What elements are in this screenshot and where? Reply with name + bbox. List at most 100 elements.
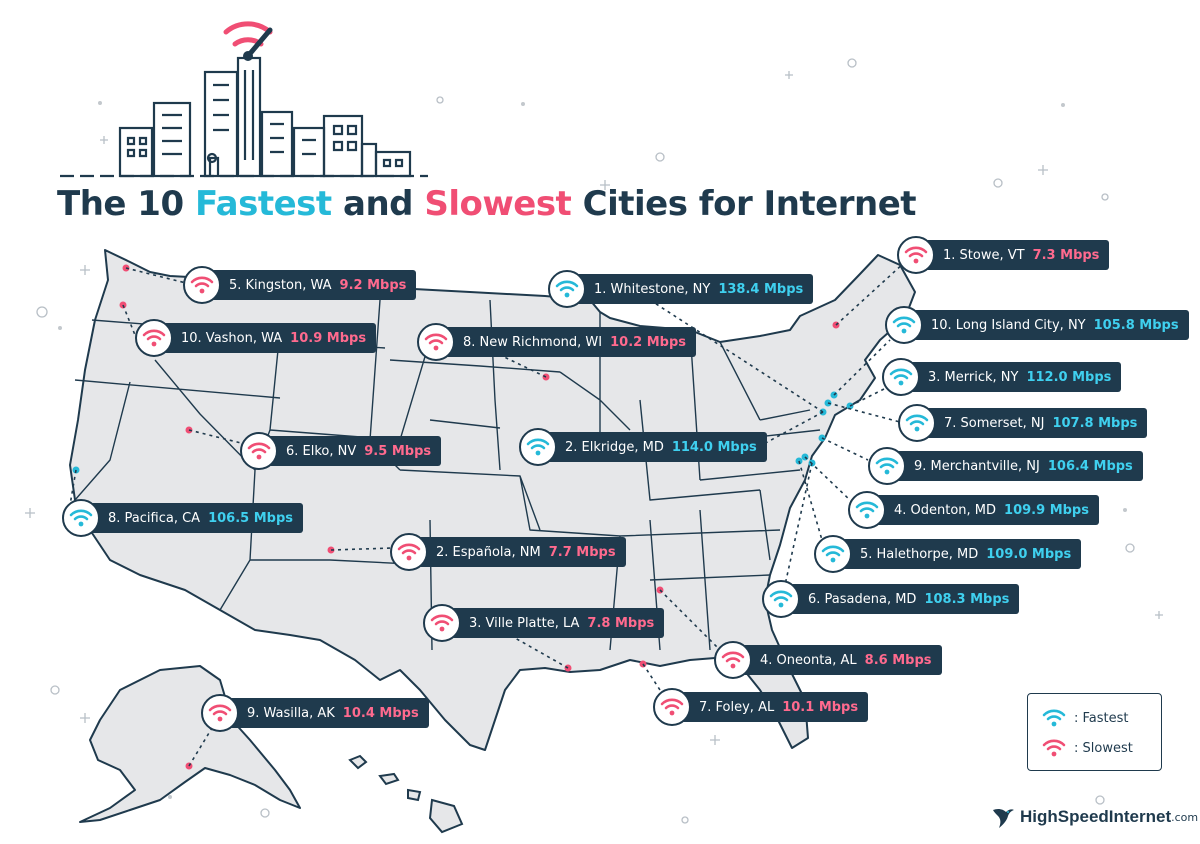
title-suffix: Cities for Internet <box>571 184 917 224</box>
city-name: 7. Somerset, NJ <box>944 415 1045 431</box>
fast-label-whitestone: 1. Whitestone, NY 138.4 Mbps <box>548 270 814 308</box>
wifi-slow-icon <box>183 266 221 304</box>
wifi-fast-icon <box>519 428 557 466</box>
legend-slowest-label: : Slowest <box>1074 740 1133 756</box>
bird-icon <box>993 808 1014 828</box>
speed-value: 10.4 Mbps <box>342 705 419 721</box>
wifi-slow-icon <box>714 641 752 679</box>
city-name: 1. Whitestone, NY <box>594 281 711 297</box>
wifi-fast-icon <box>882 358 920 396</box>
brand-tld: .com <box>1171 810 1199 824</box>
fast-label-somerset: 7. Somerset, NJ 107.8 Mbps <box>898 404 1148 442</box>
speed-value: 109.0 Mbps <box>986 546 1072 562</box>
speed-value: 7.8 Mbps <box>587 615 655 631</box>
city-name: 2. Española, NM <box>436 544 541 560</box>
speed-value: 8.6 Mbps <box>864 652 932 668</box>
fast-label-long-island-city: 10. Long Island City, NY 105.8 Mbps <box>885 306 1189 344</box>
city-name: 9. Wasilla, AK <box>247 705 335 721</box>
wifi-fast-icon <box>62 499 100 537</box>
speed-value: 10.1 Mbps <box>782 699 859 715</box>
wifi-slow-icon <box>240 432 278 470</box>
speed-value: 105.8 Mbps <box>1093 317 1179 333</box>
slow-label-vashon: 10. Vashon, WA 10.9 Mbps <box>135 319 377 357</box>
legend-fastest: : Fastest <box>1042 708 1129 728</box>
fast-label-pasadena: 6. Pasadena, MD 108.3 Mbps <box>762 580 1020 618</box>
slow-label-wasilla: 9. Wasilla, AK 10.4 Mbps <box>201 694 429 732</box>
speed-value: 109.9 Mbps <box>1004 502 1089 518</box>
wifi-fast-icon <box>868 447 906 485</box>
city-name: 1. Stowe, VT <box>943 247 1025 263</box>
speed-value: 9.5 Mbps <box>364 443 432 459</box>
city-name: 4. Odenton, MD <box>894 502 997 518</box>
wifi-fast-icon <box>848 491 886 529</box>
fast-label-merrick: 3. Merrick, NY 112.0 Mbps <box>882 358 1122 396</box>
wifi-fast-icon <box>548 270 586 308</box>
title-prefix: The 10 <box>57 184 195 224</box>
city-name: 5. Kingston, WA <box>229 277 332 293</box>
speed-value: 106.5 Mbps <box>208 510 293 526</box>
slow-label-espanola: 2. Española, NM 7.7 Mbps <box>390 533 626 571</box>
fast-label-pacifica: 8. Pacifica, CA 106.5 Mbps <box>62 499 303 537</box>
speed-value: 10.2 Mbps <box>610 334 687 350</box>
speed-value: 112.0 Mbps <box>1026 369 1112 385</box>
slow-label-new-richmond: 8. New Richmond, WI 10.2 Mbps <box>417 323 697 361</box>
wifi-fast-icon <box>1042 709 1066 727</box>
wifi-slow-icon <box>201 694 239 732</box>
wifi-slow-icon <box>417 323 455 361</box>
wifi-slow-icon <box>135 319 173 357</box>
speed-value: 108.3 Mbps <box>924 591 1010 607</box>
wifi-slow-icon <box>390 533 428 571</box>
city-name: 10. Long Island City, NY <box>931 317 1086 333</box>
city-name: 7. Foley, AL <box>699 699 775 715</box>
title-fastest: Fastest <box>194 184 332 224</box>
slow-label-stowe: 1. Stowe, VT 7.3 Mbps <box>897 236 1110 274</box>
speed-value: 138.4 Mbps <box>718 281 804 297</box>
page-title: The 10 Fastest and Slowest Cities for In… <box>57 184 917 224</box>
wifi-slow-icon <box>653 688 691 726</box>
wifi-slow-icon <box>423 604 461 642</box>
legend-fastest-label: : Fastest <box>1074 710 1129 726</box>
slow-label-kingston: 5. Kingston, WA 9.2 Mbps <box>183 266 417 304</box>
city-name: 8. New Richmond, WI <box>463 334 603 350</box>
city-name: 9. Merchantville, NJ <box>914 458 1040 474</box>
fast-label-halethorpe: 5. Halethorpe, MD 109.0 Mbps <box>814 535 1082 573</box>
city-name: 6. Elko, NV <box>286 443 357 459</box>
alaska <box>79 665 301 823</box>
speed-value: 106.4 Mbps <box>1047 458 1133 474</box>
city-name: 3. Merrick, NY <box>928 369 1019 385</box>
city-name: 4. Oneonta, AL <box>760 652 857 668</box>
speed-value: 107.8 Mbps <box>1052 415 1138 431</box>
city-name: 3. Ville Platte, LA <box>469 615 580 631</box>
city-name: 2. Elkridge, MD <box>565 439 664 455</box>
fast-label-elkridge: 2. Elkridge, MD 114.0 Mbps <box>519 428 767 466</box>
fast-label-merchantville: 9. Merchantville, NJ 106.4 Mbps <box>868 447 1143 485</box>
hawaii <box>348 754 464 834</box>
city-name: 6. Pasadena, MD <box>808 591 917 607</box>
usa-mainland <box>69 249 916 751</box>
fast-label-odenton: 4. Odenton, MD 109.9 Mbps <box>848 491 1099 529</box>
leader-lines <box>69 261 906 767</box>
legend-slowest: : Slowest <box>1042 738 1133 758</box>
wifi-fast-icon <box>898 404 936 442</box>
slow-label-elko: 6. Elko, NV 9.5 Mbps <box>240 432 442 470</box>
city-name: 8. Pacifica, CA <box>108 510 201 526</box>
skyline-illustration <box>60 56 428 178</box>
speed-value: 7.3 Mbps <box>1032 247 1100 263</box>
slow-label-foley: 7. Foley, AL 10.1 Mbps <box>653 688 869 726</box>
brand-name: HighSpeedInternet <box>1020 807 1172 826</box>
speed-value: 7.7 Mbps <box>548 544 616 560</box>
wifi-fast-icon <box>814 535 852 573</box>
speed-value: 10.9 Mbps <box>290 330 367 346</box>
legend: : Fastest : Slowest <box>1027 693 1162 771</box>
city-name: 5. Halethorpe, MD <box>860 546 979 562</box>
wifi-fast-icon <box>885 306 923 344</box>
wifi-slow-icon <box>1042 739 1066 757</box>
slow-label-oneonta: 4. Oneonta, AL 8.6 Mbps <box>714 641 942 679</box>
title-middle: and <box>331 184 425 224</box>
speed-value: 9.2 Mbps <box>339 277 407 293</box>
background-stars <box>25 58 1163 824</box>
wifi-slow-icon <box>897 236 935 274</box>
brand-logo: HighSpeedInternet .com <box>990 804 1198 830</box>
